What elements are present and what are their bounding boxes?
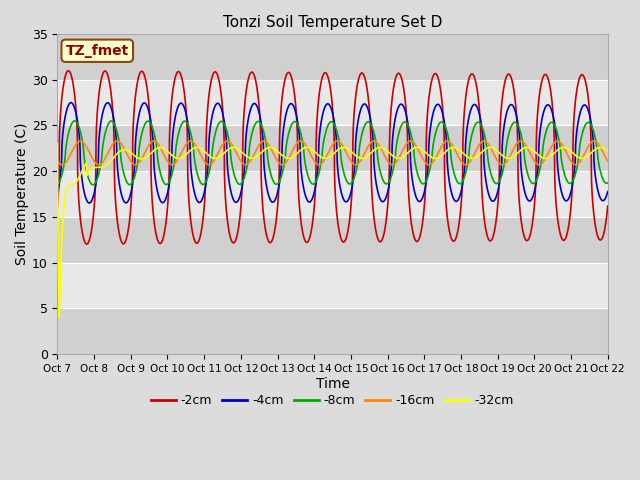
Bar <box>58 34 608 80</box>
Bar <box>58 217 608 263</box>
Text: TZ_fmet: TZ_fmet <box>66 44 129 58</box>
Bar <box>58 171 608 217</box>
Bar <box>58 125 608 171</box>
Bar <box>58 263 608 308</box>
Bar <box>58 308 608 354</box>
Title: Tonzi Soil Temperature Set D: Tonzi Soil Temperature Set D <box>223 15 442 30</box>
Y-axis label: Soil Temperature (C): Soil Temperature (C) <box>15 123 29 265</box>
Bar <box>58 80 608 125</box>
Legend: -2cm, -4cm, -8cm, -16cm, -32cm: -2cm, -4cm, -8cm, -16cm, -32cm <box>146 389 519 412</box>
X-axis label: Time: Time <box>316 377 349 391</box>
